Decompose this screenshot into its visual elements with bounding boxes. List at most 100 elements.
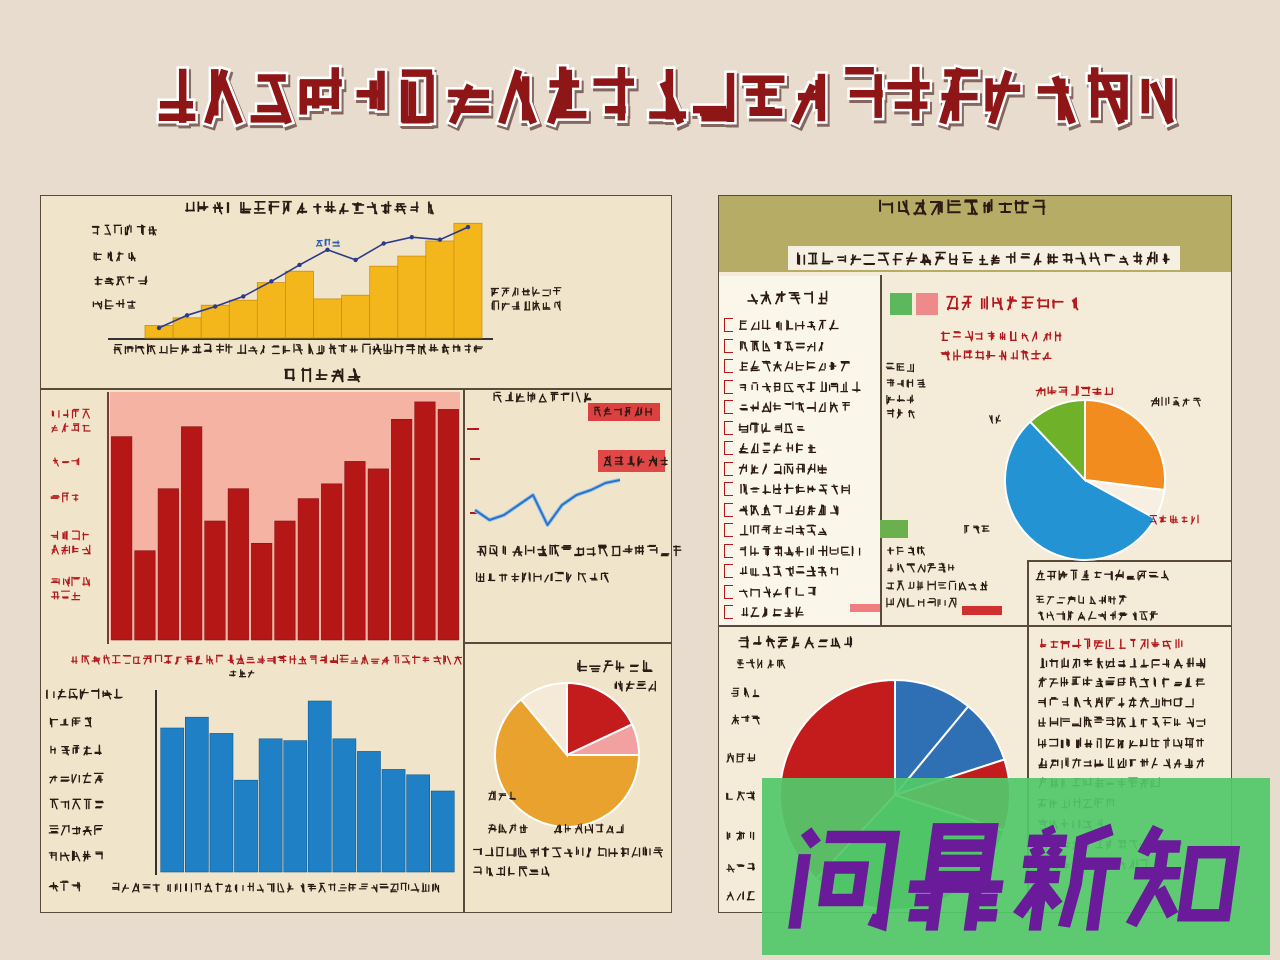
red-marker xyxy=(850,604,880,612)
bar-mark xyxy=(307,700,332,873)
bracket-icon xyxy=(724,441,733,455)
bar-mark xyxy=(332,738,357,873)
glyph-strokes xyxy=(739,524,827,536)
y-tick-label xyxy=(45,688,124,700)
side-label xyxy=(885,378,926,389)
y-tick-label xyxy=(92,298,137,310)
y-axis-line xyxy=(107,392,109,644)
glyph-path xyxy=(49,798,104,810)
pie-slice xyxy=(566,681,634,757)
bar-mark xyxy=(200,304,230,339)
list-item-label xyxy=(738,483,851,495)
watermark-character xyxy=(908,823,1004,931)
divider xyxy=(1027,560,1029,913)
text-column-line xyxy=(1037,676,1206,688)
pie-slice xyxy=(519,681,568,758)
glyph-path xyxy=(48,824,103,836)
bracket-icon xyxy=(724,482,733,496)
glyph-strokes xyxy=(49,716,92,728)
bar-mark xyxy=(321,483,343,641)
glyph-path xyxy=(726,831,755,841)
glyph-strokes xyxy=(887,545,926,556)
bracket-icon xyxy=(724,605,733,619)
y-tick-label xyxy=(48,744,104,756)
glyph-strokes xyxy=(48,880,81,892)
legend-swatch-red xyxy=(916,293,938,315)
glyph-strokes xyxy=(473,866,550,877)
glyph-path xyxy=(731,714,760,725)
bar-mark xyxy=(228,299,258,339)
bar-mark xyxy=(297,498,319,641)
glyph-path xyxy=(887,545,926,556)
watermark-stroke xyxy=(1012,823,1122,931)
glyph-strokes xyxy=(885,362,915,373)
glyph-path xyxy=(475,571,609,583)
glyph-path xyxy=(50,576,91,587)
glyph-strokes xyxy=(726,862,756,873)
y-tick-label xyxy=(50,422,91,433)
glyph-path xyxy=(491,300,562,311)
glyph-path xyxy=(48,850,103,862)
glyph-strokes xyxy=(46,688,123,700)
glyph-strokes xyxy=(93,251,136,262)
pie-slice xyxy=(1003,420,1157,561)
glyph-path xyxy=(594,406,652,417)
glyph-strokes xyxy=(113,343,483,355)
watermark-character xyxy=(1012,823,1122,931)
side-label xyxy=(725,752,756,763)
glyph-strokes xyxy=(491,300,562,311)
glyph-path xyxy=(879,199,1046,216)
y-tick-label xyxy=(48,880,82,892)
glyph-strokes xyxy=(50,744,102,756)
box-line xyxy=(1035,569,1170,581)
side-label xyxy=(885,597,957,608)
line-point xyxy=(297,262,302,268)
bar-mark xyxy=(204,520,226,641)
red-dash xyxy=(470,512,480,514)
glyph-path xyxy=(603,455,668,467)
glyph-strokes xyxy=(71,654,462,665)
watermark-stroke xyxy=(908,823,1004,931)
divider xyxy=(463,642,672,644)
text-column-line xyxy=(1037,737,1206,749)
pie-label xyxy=(962,524,990,534)
watermark-lettering xyxy=(788,823,1241,932)
y-tick-label xyxy=(92,250,137,262)
glyph-path xyxy=(1037,610,1158,621)
glyph-strokes xyxy=(740,483,850,495)
glyph-strokes xyxy=(49,772,104,784)
glyph-path xyxy=(1038,716,1206,728)
glyph-path xyxy=(158,66,1175,125)
panel-subtitle xyxy=(792,251,1173,266)
divider xyxy=(463,388,465,913)
watermark-stroke xyxy=(788,827,901,932)
bracket-icon xyxy=(724,359,733,373)
glyph-path xyxy=(738,442,817,454)
glyph-path xyxy=(284,367,361,383)
glyph-strokes xyxy=(476,544,682,557)
glyph-strokes xyxy=(493,391,592,403)
bar-mark xyxy=(437,409,459,641)
list-item-label xyxy=(738,401,851,413)
side-label xyxy=(735,658,787,669)
glyph-strokes xyxy=(553,823,624,834)
side-label xyxy=(885,362,916,373)
bar-mark xyxy=(134,550,156,641)
bar-mark xyxy=(344,461,366,641)
bar-mark xyxy=(111,436,133,641)
y-axis-line xyxy=(155,690,157,875)
red-marker xyxy=(962,606,1002,615)
glyph-path xyxy=(886,378,926,388)
glyph-strokes xyxy=(1038,757,1205,769)
glyph-strokes xyxy=(473,846,663,858)
glyph-strokes xyxy=(731,687,760,698)
y-tick-label xyxy=(50,492,81,503)
glyph-strokes xyxy=(51,408,91,419)
side-label xyxy=(725,830,756,841)
glyph-strokes xyxy=(726,890,755,901)
glyph-path xyxy=(315,238,340,247)
glyph-strokes xyxy=(738,442,817,454)
bracket-icon xyxy=(724,523,733,537)
side-label xyxy=(490,300,562,311)
list-item-label xyxy=(738,606,806,618)
